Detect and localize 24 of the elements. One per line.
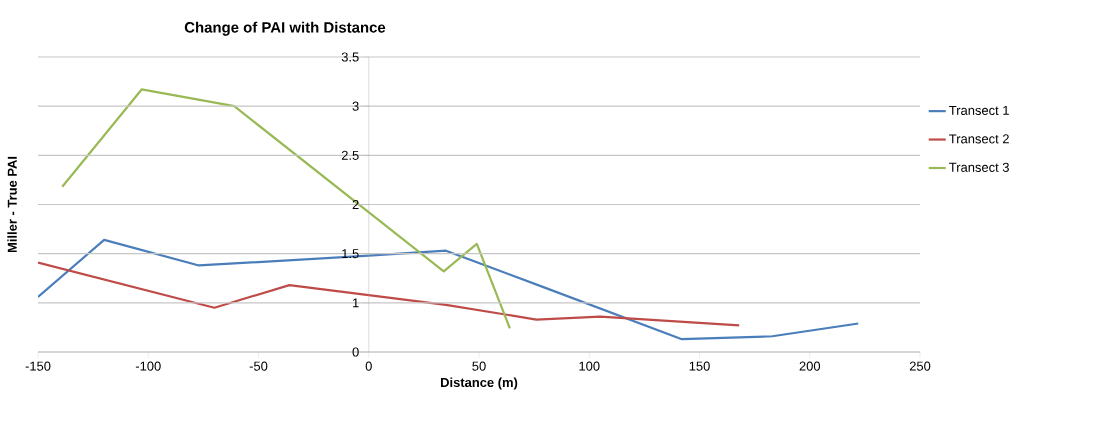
chart-title: Change of PAI with Distance — [184, 21, 386, 36]
y-tick-label: 1 — [353, 298, 359, 308]
y-tick-label: 3 — [352, 101, 359, 111]
x-tick-label: 50 — [472, 361, 486, 371]
line-series — [61, 88, 511, 330]
x-tick-label: 100 — [579, 361, 600, 371]
y-tick-label: 2 — [352, 199, 359, 210]
x-axis-title: Distance (m) — [441, 377, 518, 390]
x-tick-label: -150 — [25, 361, 51, 371]
x-tick-label: 0 — [365, 361, 372, 371]
x-tick-label: -100 — [135, 361, 161, 371]
line-series — [38, 261, 741, 327]
legend-label: Transect 3 — [949, 162, 1009, 172]
x-tick-label: -50 — [249, 361, 268, 371]
y-tick-label: 0 — [352, 347, 359, 357]
y-axis-title: Miller - True PAI — [7, 156, 17, 253]
x-tick-label: 200 — [799, 361, 821, 371]
x-tick-label: 150 — [689, 361, 710, 371]
x-tick-label: 250 — [909, 361, 931, 371]
y-tick-label: 2.5 — [341, 150, 359, 160]
line-series — [38, 238, 860, 341]
legend-label: Transect 1 — [949, 105, 1009, 115]
legend-label: Transect 2 — [949, 134, 1009, 144]
y-tick-label: 3.5 — [341, 52, 359, 62]
